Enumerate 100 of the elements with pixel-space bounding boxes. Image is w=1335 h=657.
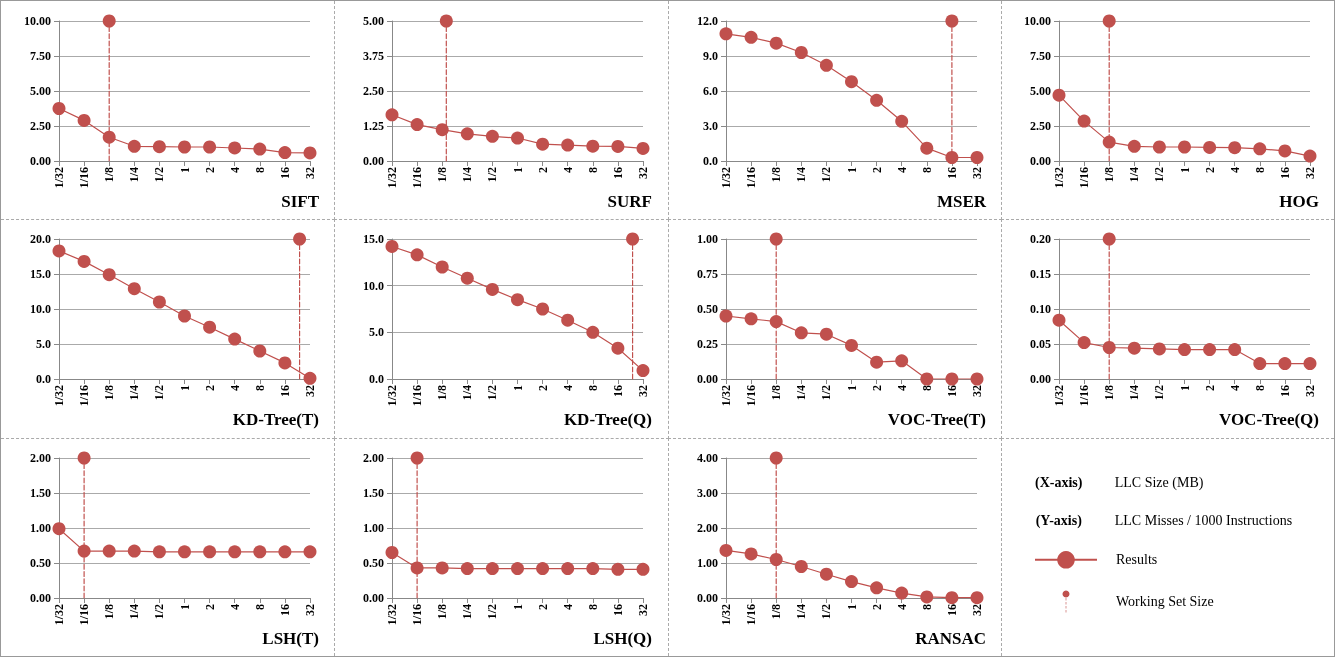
x-tick-label: 16 — [611, 385, 626, 398]
y-tick-label: 12.0 — [696, 14, 718, 28]
point — [228, 332, 242, 346]
text: RANSAC — [914, 628, 986, 648]
x-tick-label: 1/32 — [1051, 167, 1066, 189]
y-tick-label: 5.0 — [369, 325, 385, 340]
x-tick-label: 2 — [869, 167, 884, 173]
point — [769, 552, 783, 566]
y-tick-label: 0.00 — [1029, 154, 1051, 168]
point — [52, 102, 66, 115]
point — [127, 139, 141, 153]
point — [611, 139, 625, 153]
point — [410, 248, 424, 262]
y-tick-label: 1.25 — [363, 119, 385, 133]
x-tick-label: 16 — [611, 167, 626, 179]
point — [203, 321, 217, 335]
point — [1152, 140, 1166, 154]
x-tick-label: 1/4 — [460, 167, 475, 183]
point — [228, 544, 242, 558]
point — [1202, 343, 1216, 357]
x-tick-label: 1/32 — [718, 167, 733, 189]
point — [819, 328, 833, 342]
text: VOC-Tree(T) — [887, 410, 986, 430]
y-tick-label: 1.00 — [30, 520, 51, 535]
x-tick-label: 1/2 — [818, 167, 833, 183]
point — [1152, 342, 1166, 356]
x-tick-label: 8 — [919, 385, 934, 392]
x-tick-label: 32 — [636, 385, 651, 398]
point — [152, 295, 166, 309]
point — [228, 141, 242, 155]
point — [611, 562, 625, 576]
y-tick-label: 0.50 — [30, 555, 51, 570]
x-tick-label: 1/4 — [793, 603, 808, 619]
x-tick-label: 1 — [1177, 167, 1192, 173]
x-tick-label: 2 — [869, 603, 884, 610]
x-tick-label: 1/2 — [818, 603, 833, 619]
y-tick-label: 15.0 — [363, 232, 385, 247]
y-tick-label: 2.50 — [1029, 119, 1051, 133]
point — [719, 309, 732, 323]
x-tick-label: 1 — [177, 603, 192, 610]
y-tick-label: 0.0 — [369, 372, 385, 387]
point — [435, 123, 449, 137]
point — [435, 561, 449, 575]
y-tick-label: 0.05 — [1029, 337, 1051, 352]
point — [461, 561, 475, 575]
x-tick-label: 1/8 — [768, 167, 783, 183]
x-tick-label: 2 — [202, 167, 217, 173]
point — [77, 544, 91, 558]
x-tick-label: 1/32 — [718, 603, 733, 625]
y-tick-label: 0.00 — [696, 590, 718, 605]
y-tick-label: 15.0 — [30, 267, 51, 282]
point — [178, 309, 191, 323]
text: KD-Tree(T) — [232, 410, 320, 430]
point — [77, 255, 91, 269]
x-tick-label: 1 — [177, 167, 192, 173]
point — [1177, 343, 1191, 357]
x-tick-label: 1/16 — [743, 385, 758, 407]
point — [744, 312, 758, 326]
y-tick-label: 2.50 — [363, 84, 385, 98]
point — [1253, 142, 1267, 156]
y-tick-label: 20.0 — [30, 232, 51, 247]
point — [1253, 357, 1267, 371]
point — [410, 561, 424, 575]
y-tick-label: 2.50 — [30, 119, 51, 133]
point — [1127, 139, 1141, 153]
y-tick-label: 1.00 — [696, 232, 718, 247]
point — [586, 561, 600, 575]
y-tick-label: 3.00 — [696, 485, 718, 500]
y-tick-label: 5.00 — [1029, 84, 1051, 98]
point — [819, 58, 833, 72]
point — [586, 139, 600, 153]
x-tick-label: 1/32 — [385, 603, 400, 625]
y-tick-label: 5.00 — [363, 14, 385, 28]
text: VOC-Tree(Q) — [1218, 410, 1319, 430]
y-tick-label: 0.15 — [1029, 267, 1051, 282]
x-tick-label: 8 — [1252, 167, 1267, 173]
x-tick-label: 1/4 — [793, 167, 808, 183]
x-tick-label: 1/4 — [793, 385, 808, 401]
x-tick-label: 1/2 — [1152, 167, 1167, 183]
point — [52, 521, 66, 535]
point — [611, 342, 625, 356]
x-tick-label: 1/2 — [152, 603, 167, 619]
point — [586, 326, 600, 340]
point — [178, 544, 191, 558]
text: (Y-axis) — [1034, 512, 1083, 529]
point — [636, 141, 650, 155]
point — [794, 46, 808, 59]
text: HOG — [1279, 192, 1319, 211]
point — [203, 544, 217, 558]
point — [303, 544, 317, 558]
text: LLC Misses / 1000 Instructions — [1114, 512, 1293, 529]
point — [486, 561, 500, 575]
point — [561, 314, 575, 328]
x-tick-label: 4 — [894, 167, 909, 173]
x-tick-label: 1/32 — [52, 167, 66, 189]
x-tick-label: 1/2 — [485, 167, 500, 183]
x-tick-label: 1/4 — [127, 603, 142, 619]
y-tick-label: 4.00 — [696, 450, 718, 465]
text: SIFT — [281, 192, 320, 211]
y-tick-label: 1.00 — [696, 555, 718, 570]
